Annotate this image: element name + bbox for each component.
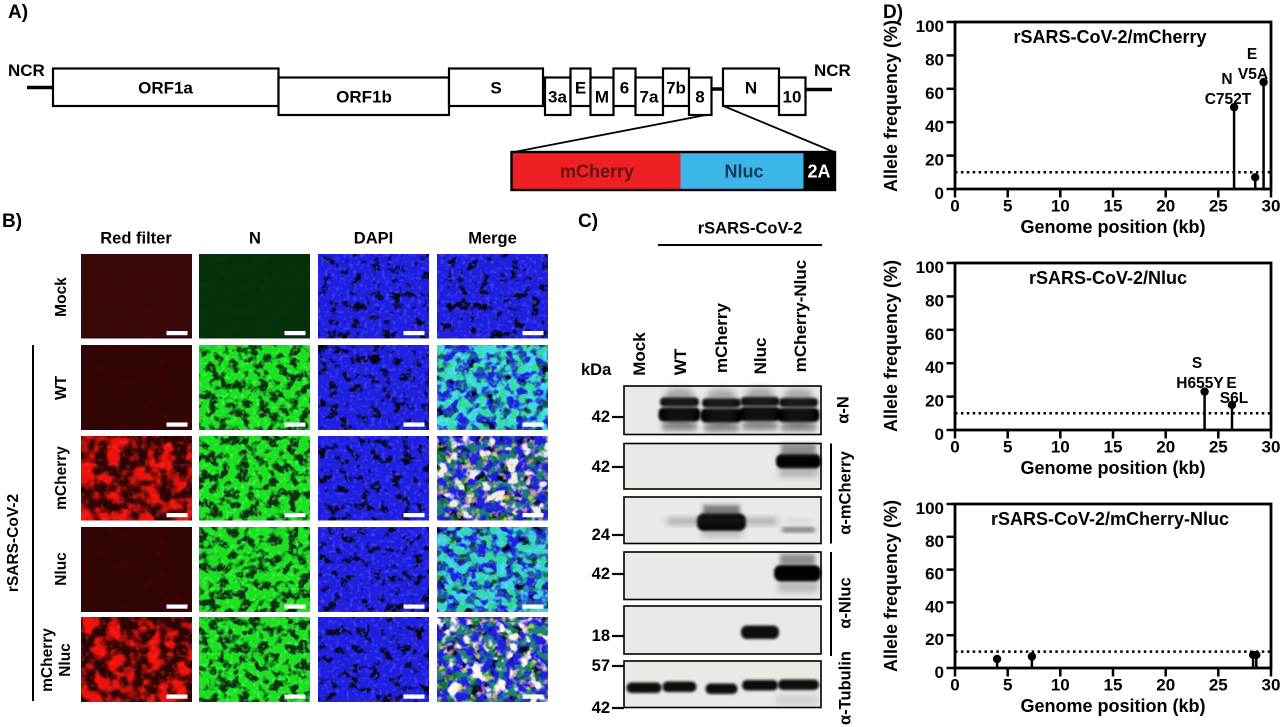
svg-text:40: 40: [925, 117, 944, 136]
svg-text:15: 15: [1104, 197, 1123, 216]
svg-text:15: 15: [1104, 438, 1123, 457]
svg-text:S: S: [490, 79, 501, 98]
svg-text:60: 60: [925, 84, 944, 103]
svg-text:V5A: V5A: [1238, 66, 1268, 83]
svg-text:5: 5: [1003, 676, 1012, 695]
svg-text:100: 100: [916, 17, 944, 36]
svg-text:Genome position (kb): Genome position (kb): [1020, 217, 1205, 237]
svg-text:0: 0: [950, 438, 959, 457]
svg-text:NCR: NCR: [8, 61, 45, 80]
svg-text:H655Y: H655Y: [1176, 375, 1224, 392]
svg-text:3a: 3a: [548, 88, 567, 107]
svg-text:rSARS-CoV-2/mCherry: rSARS-CoV-2/mCherry: [1013, 27, 1206, 47]
svg-text:10: 10: [1051, 438, 1070, 457]
svg-text:20: 20: [925, 630, 944, 649]
svg-text:20: 20: [1156, 438, 1175, 457]
svg-text:20: 20: [1156, 197, 1175, 216]
svg-text:2A: 2A: [807, 162, 830, 182]
svg-text:rSARS-CoV-2/Nluc: rSARS-CoV-2/Nluc: [1029, 268, 1187, 288]
svg-text:ORF1a: ORF1a: [138, 79, 193, 98]
svg-text:E: E: [1247, 46, 1257, 63]
svg-text:NCR: NCR: [814, 61, 851, 80]
svg-text:Allele frequency (%): Allele frequency (%): [881, 20, 901, 192]
svg-text:60: 60: [925, 325, 944, 344]
svg-text:6: 6: [620, 79, 629, 98]
svg-text:80: 80: [925, 532, 944, 551]
svg-text:ORF1b: ORF1b: [336, 88, 392, 107]
svg-text:10: 10: [1051, 197, 1070, 216]
svg-text:S6L: S6L: [1220, 390, 1248, 407]
svg-text:E: E: [1226, 375, 1236, 392]
svg-text:mCherry: mCherry: [560, 162, 634, 182]
svg-text:40: 40: [925, 597, 944, 616]
svg-text:0: 0: [935, 425, 944, 444]
svg-text:80: 80: [925, 50, 944, 69]
svg-text:Nluc: Nluc: [724, 162, 763, 182]
svg-text:100: 100: [916, 499, 944, 518]
svg-text:Allele frequency (%): Allele frequency (%): [881, 500, 901, 672]
svg-text:20: 20: [925, 392, 944, 411]
svg-text:5: 5: [1003, 438, 1012, 457]
svg-text:20: 20: [925, 151, 944, 170]
svg-text:7b: 7b: [666, 79, 686, 98]
svg-text:25: 25: [1209, 438, 1228, 457]
svg-text:N: N: [1221, 71, 1232, 88]
svg-text:30: 30: [1262, 676, 1280, 695]
svg-text:25: 25: [1209, 676, 1228, 695]
svg-text:8: 8: [695, 88, 704, 107]
svg-text:15: 15: [1104, 676, 1123, 695]
svg-text:100: 100: [916, 258, 944, 277]
svg-text:Allele frequency (%): Allele frequency (%): [881, 260, 901, 432]
svg-text:E: E: [575, 79, 586, 98]
svg-text:0: 0: [935, 184, 944, 203]
svg-text:25: 25: [1209, 197, 1228, 216]
svg-text:Genome position (kb): Genome position (kb): [1020, 458, 1205, 478]
svg-text:N: N: [745, 79, 757, 98]
svg-text:0: 0: [935, 663, 944, 682]
svg-text:S: S: [1192, 355, 1202, 372]
svg-text:10: 10: [783, 88, 802, 107]
svg-text:30: 30: [1262, 438, 1280, 457]
svg-text:M: M: [595, 88, 609, 107]
svg-text:Genome position (kb): Genome position (kb): [1020, 696, 1205, 716]
svg-text:40: 40: [925, 358, 944, 377]
svg-text:20: 20: [1156, 676, 1175, 695]
svg-text:rSARS-CoV-2/mCherry-Nluc: rSARS-CoV-2/mCherry-Nluc: [991, 509, 1229, 529]
svg-text:0: 0: [950, 676, 959, 695]
svg-text:80: 80: [925, 291, 944, 310]
svg-text:C752T: C752T: [1205, 91, 1252, 108]
svg-text:A): A): [8, 2, 28, 23]
svg-text:30: 30: [1262, 197, 1280, 216]
svg-text:0: 0: [950, 197, 959, 216]
svg-text:5: 5: [1003, 197, 1012, 216]
svg-text:60: 60: [925, 565, 944, 584]
svg-text:7a: 7a: [640, 88, 659, 107]
svg-text:10: 10: [1051, 676, 1070, 695]
